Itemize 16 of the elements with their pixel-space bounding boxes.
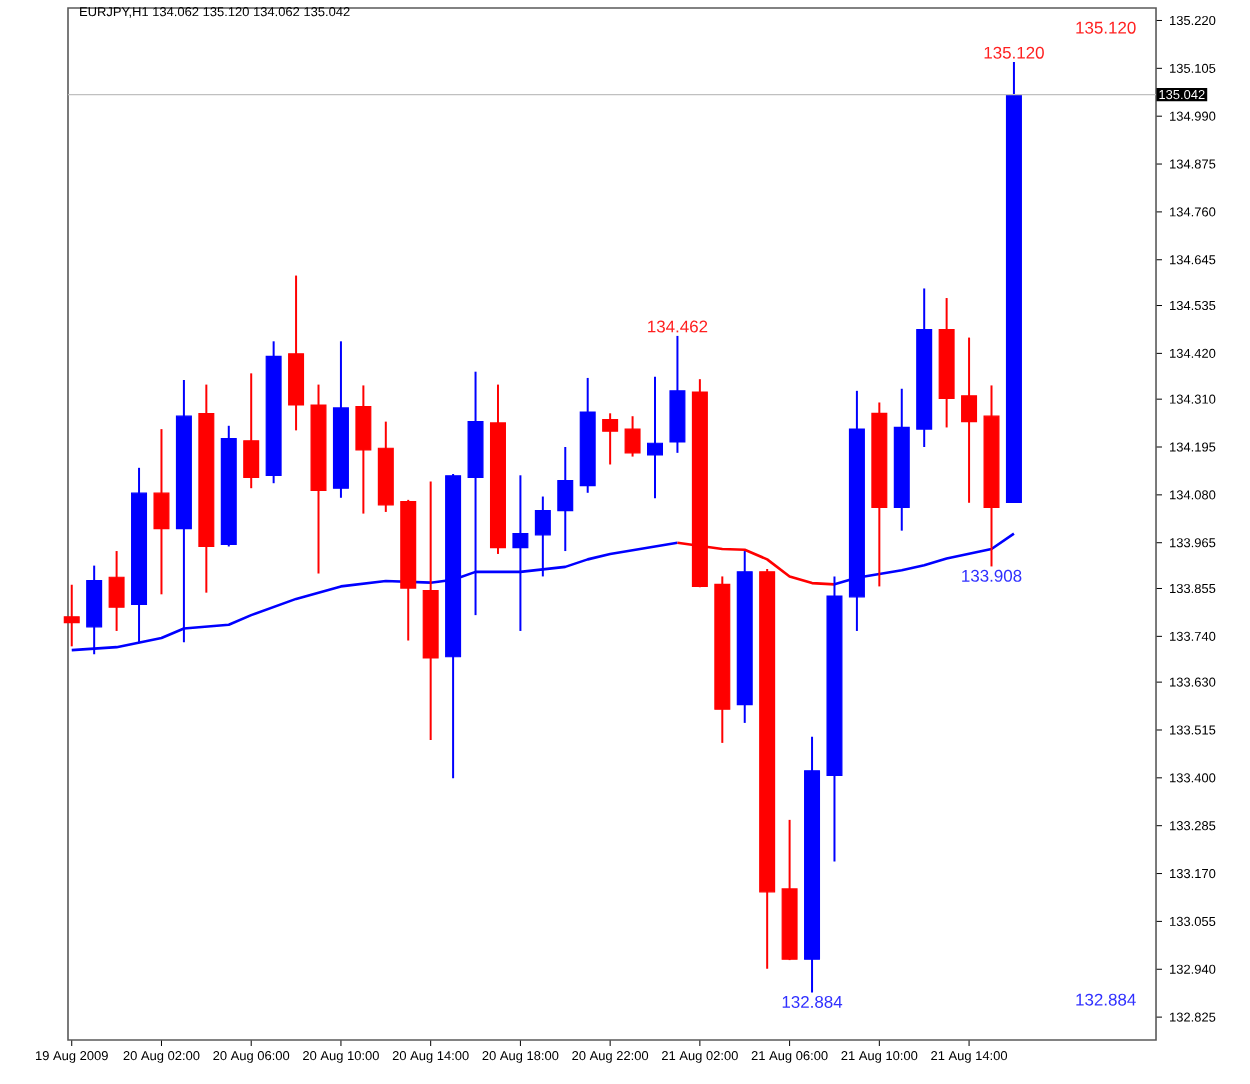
annotation: 135.120 bbox=[984, 46, 1044, 59]
candlestick bbox=[355, 384, 372, 515]
candlestick bbox=[153, 428, 170, 596]
annotation: 135.120 bbox=[1076, 21, 1136, 34]
candlestick bbox=[602, 412, 619, 466]
candlestick bbox=[108, 550, 125, 632]
candlestick bbox=[63, 583, 80, 648]
annotation: 133.908 bbox=[962, 569, 1022, 582]
candlestick bbox=[961, 336, 978, 504]
annotation: 132.884 bbox=[782, 995, 843, 1008]
annotation: 134.462 bbox=[648, 320, 708, 333]
candlestick bbox=[624, 415, 641, 458]
candlestick bbox=[243, 372, 260, 490]
candlestick bbox=[647, 375, 664, 500]
candlestick bbox=[557, 446, 574, 553]
annotation: 132.884 bbox=[1076, 993, 1136, 1006]
